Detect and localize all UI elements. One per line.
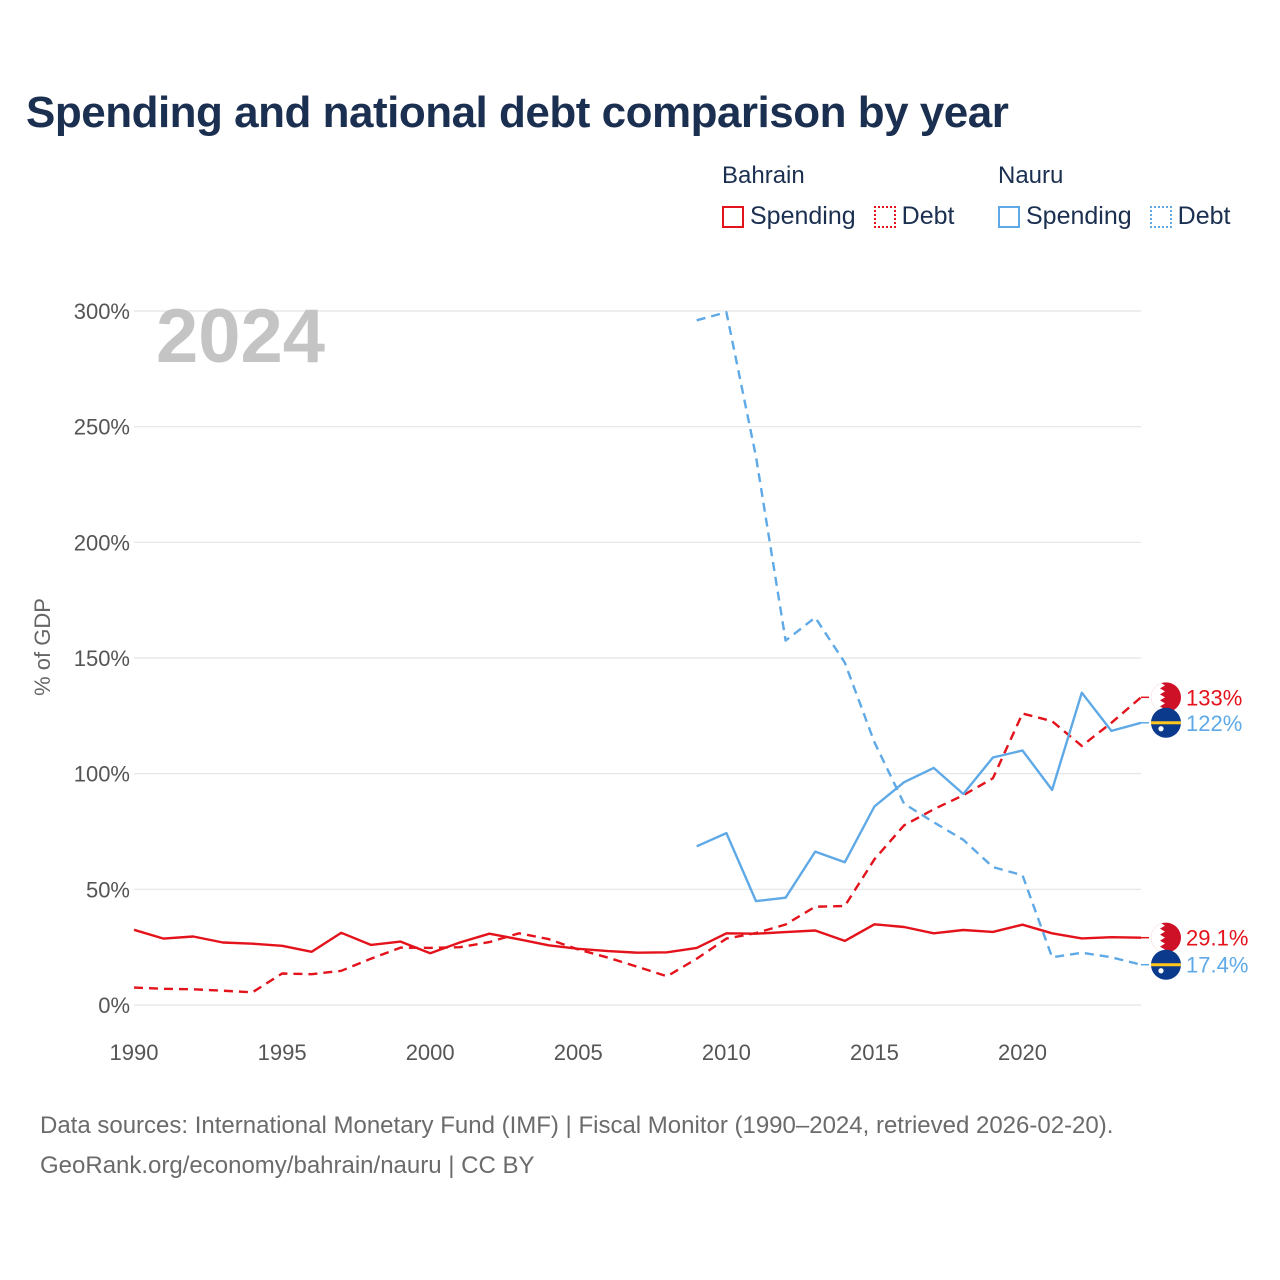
end-value-label: 133% bbox=[1186, 685, 1242, 710]
legend-bahrain-debt[interactable]: Debt bbox=[873, 202, 955, 231]
legend-label: Debt bbox=[901, 202, 955, 230]
y-tick-label: 50% bbox=[86, 877, 130, 902]
y-tick-label: 300% bbox=[74, 299, 130, 324]
nauru-flag-icon bbox=[1151, 949, 1181, 980]
end-value-label: 122% bbox=[1186, 711, 1242, 736]
series-line-bahrain-spending bbox=[133, 923, 1142, 955]
series-line-nauru-debt bbox=[696, 311, 1142, 966]
chart-title: Spending and national debt comparison by… bbox=[26, 88, 1009, 137]
bahrain-flag-icon bbox=[1151, 922, 1181, 953]
y-tick-label: 0% bbox=[98, 993, 130, 1018]
legend-swatch-solid bbox=[998, 205, 1020, 228]
end-labels: 29.1% 133%122% 17.4% bbox=[1141, 682, 1248, 980]
legend-nauru-debt[interactable]: Debt bbox=[1149, 202, 1231, 231]
legend-swatch-dotted bbox=[873, 205, 896, 228]
y-tick-label: 100% bbox=[74, 762, 130, 787]
legend-group-name: Nauru bbox=[998, 162, 1064, 189]
series-line-nauru-spending bbox=[696, 691, 1142, 903]
legend-group-bahrain: Bahrain Spending Debt bbox=[722, 162, 972, 231]
series-line-bahrain-debt bbox=[133, 696, 1142, 994]
nauru-flag-icon bbox=[1151, 707, 1181, 738]
x-tick-label: 1990 bbox=[110, 1040, 159, 1065]
legend-bahrain-spending[interactable]: Spending bbox=[722, 202, 856, 231]
x-tick-label: 2015 bbox=[850, 1040, 899, 1065]
legend-swatch-dotted bbox=[1149, 205, 1172, 228]
y-tick-labels: 0% 50% 100% 150% 200% 250% 300% bbox=[74, 299, 130, 1018]
x-tick-label: 2020 bbox=[998, 1040, 1047, 1065]
series-lines bbox=[133, 311, 1142, 994]
y-tick-label: 250% bbox=[74, 415, 130, 440]
footer-sources: Data sources: International Monetary Fun… bbox=[40, 1112, 1114, 1139]
y-axis-label: % of GDP bbox=[30, 598, 55, 696]
bahrain-flag-icon bbox=[1151, 682, 1181, 713]
gridlines bbox=[134, 310, 1141, 1006]
legend-label: Spending bbox=[1026, 202, 1132, 230]
legend-group-name: Bahrain bbox=[722, 162, 805, 189]
legend-nauru-spending[interactable]: Spending bbox=[998, 202, 1132, 231]
year-label: 2024 bbox=[156, 294, 325, 379]
end-value-label: 17.4% bbox=[1186, 953, 1248, 978]
legend-label: Spending bbox=[750, 202, 856, 230]
x-tick-label: 2010 bbox=[702, 1040, 751, 1065]
x-tick-label: 1995 bbox=[258, 1040, 307, 1065]
y-tick-label: 200% bbox=[74, 530, 130, 555]
legend-label: Debt bbox=[1177, 202, 1231, 230]
x-tick-label: 2005 bbox=[554, 1040, 603, 1065]
legend-swatch-solid bbox=[722, 205, 744, 228]
x-tick-label: 2000 bbox=[406, 1040, 455, 1065]
end-value-label: 29.1% bbox=[1186, 926, 1248, 951]
x-tick-labels: 1990 1995 2000 2005 2010 2015 2020 bbox=[110, 1040, 1047, 1065]
y-tick-label: 150% bbox=[74, 646, 130, 671]
footer: Data sources: International Monetary Fun… bbox=[40, 1106, 1113, 1186]
footer-url: GeoRank.org/economy/bahrain/nauru | CC B… bbox=[40, 1152, 535, 1179]
legend-group-nauru: Nauru Spending Debt bbox=[998, 162, 1230, 231]
